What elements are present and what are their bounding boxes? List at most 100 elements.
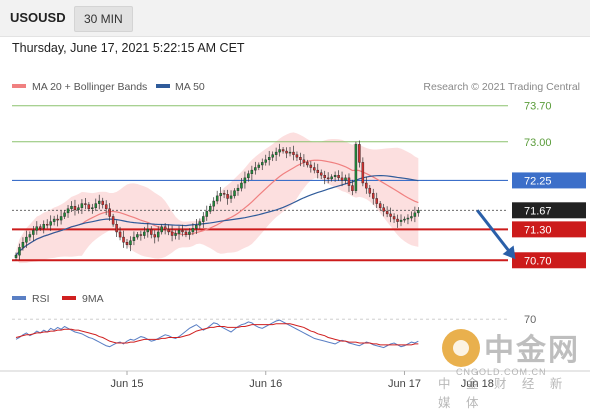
candle-20 xyxy=(84,203,87,205)
timeframe-button[interactable]: 30 MIN xyxy=(74,6,133,32)
rsi-line xyxy=(15,319,419,349)
candle-40 xyxy=(153,234,156,238)
candle-46 xyxy=(174,233,177,236)
candle-36 xyxy=(139,234,143,236)
candle-107 xyxy=(385,211,389,215)
candle-39 xyxy=(150,229,153,235)
cngold-logo-icon xyxy=(442,329,480,367)
level-label-1: 73.00 xyxy=(524,137,552,149)
candle-34 xyxy=(132,236,136,241)
candle-86 xyxy=(313,167,316,171)
watermark-url: CNGOLD.COM.CN xyxy=(456,367,547,377)
symbol-label: USOUSD xyxy=(10,10,66,25)
candle-114 xyxy=(410,216,413,219)
candle-78 xyxy=(285,150,288,154)
candle-74 xyxy=(271,154,274,158)
candle-1 xyxy=(18,247,21,256)
candle-63 xyxy=(233,190,236,197)
candle-102 xyxy=(368,187,372,194)
candle-31 xyxy=(122,236,125,243)
candle-112 xyxy=(403,218,406,221)
candle-71 xyxy=(261,162,264,166)
candle-25 xyxy=(101,200,104,205)
candle-75 xyxy=(274,151,278,155)
candle-51 xyxy=(191,228,195,233)
candle-58 xyxy=(215,195,219,202)
candle-7 xyxy=(39,226,42,229)
forecast-arrow-head xyxy=(502,245,516,260)
candle-90 xyxy=(326,177,330,180)
watermark-subtitle: 中 金 财 经 新 媒 体 xyxy=(438,377,569,410)
candle-5 xyxy=(32,230,35,235)
level-tag-2 xyxy=(512,172,586,189)
candle-21 xyxy=(87,204,91,209)
candle-92 xyxy=(333,175,337,178)
candle-27 xyxy=(108,208,111,217)
level-label-4: 71.30 xyxy=(524,224,552,236)
candle-67 xyxy=(247,173,250,179)
candle-38 xyxy=(146,229,150,233)
candle-32 xyxy=(125,242,129,246)
candle-98 xyxy=(354,144,358,191)
candle-50 xyxy=(188,231,191,235)
price-chart: MA 20 + Bollinger Bands MA 50 Research ©… xyxy=(0,81,590,390)
candle-100 xyxy=(361,162,365,184)
candle-43 xyxy=(163,226,167,230)
credit-label: Research © 2021 Trading Central xyxy=(423,81,580,93)
x-tick-label-1: Jun 16 xyxy=(249,378,282,390)
candle-68 xyxy=(250,169,254,174)
candle-14 xyxy=(63,212,66,217)
candle-95 xyxy=(344,177,347,181)
level-label-3: 71.67 xyxy=(524,205,552,217)
candle-82 xyxy=(299,157,302,161)
candle-28 xyxy=(111,216,115,225)
level-tag-5 xyxy=(512,252,586,269)
candle-105 xyxy=(378,203,382,208)
candle-49 xyxy=(184,231,188,235)
toolbar: USOUSD 30 MIN xyxy=(0,0,590,37)
candle-44 xyxy=(167,229,170,233)
candle-37 xyxy=(143,231,146,236)
candle-45 xyxy=(170,231,174,236)
candle-53 xyxy=(198,221,202,226)
candle-33 xyxy=(129,240,132,246)
candle-113 xyxy=(406,217,410,220)
candle-13 xyxy=(59,216,63,221)
candle-94 xyxy=(340,177,344,181)
candle-30 xyxy=(118,231,122,238)
candle-76 xyxy=(278,149,281,153)
candle-15 xyxy=(66,208,70,214)
candle-54 xyxy=(202,216,205,222)
rsi-ma-line xyxy=(15,323,419,346)
candle-109 xyxy=(392,216,396,220)
candle-103 xyxy=(372,193,375,199)
candle-111 xyxy=(399,219,403,222)
cngold-watermark: 中金网 CNGOLD.COM.CN 中 金 财 经 新 媒 体 xyxy=(438,323,590,410)
candle-73 xyxy=(267,157,271,161)
candle-93 xyxy=(337,175,340,179)
ma9-legend-swatch xyxy=(62,296,76,300)
x-tick-label-0: Jun 15 xyxy=(110,378,143,390)
candle-80 xyxy=(292,151,295,155)
candle-110 xyxy=(396,218,399,222)
candle-19 xyxy=(80,203,84,208)
candle-2 xyxy=(21,242,25,248)
candle-59 xyxy=(219,193,222,197)
candle-3 xyxy=(25,236,28,243)
level-tag-3 xyxy=(512,202,586,219)
candle-6 xyxy=(35,226,39,231)
x-tick-label-2: Jun 17 xyxy=(388,378,421,390)
candle-12 xyxy=(56,218,59,221)
candle-89 xyxy=(323,175,326,179)
candle-81 xyxy=(295,154,299,158)
candle-23 xyxy=(94,203,98,208)
candle-96 xyxy=(347,177,351,186)
candle-97 xyxy=(351,185,354,191)
candle-72 xyxy=(264,159,267,163)
level-label-5: 70.70 xyxy=(524,255,552,267)
candle-91 xyxy=(330,176,333,180)
candle-115 xyxy=(413,212,417,217)
level-tag-4 xyxy=(512,221,586,238)
candle-18 xyxy=(77,207,80,210)
candle-69 xyxy=(254,167,257,171)
